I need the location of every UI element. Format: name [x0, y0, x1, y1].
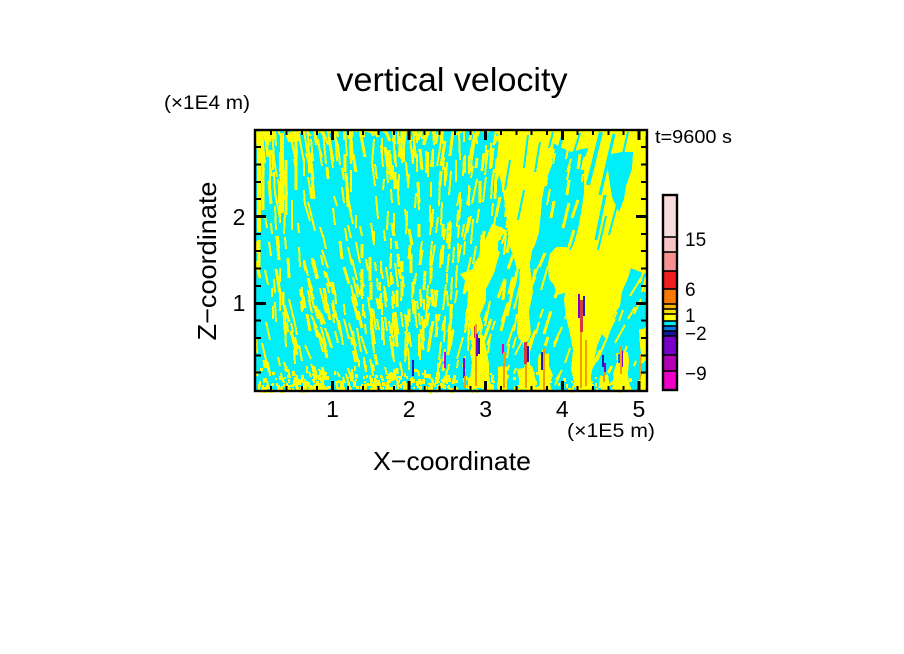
svg-text:3: 3	[479, 396, 492, 422]
svg-text:−9: −9	[685, 364, 707, 385]
svg-text:vertical velocity: vertical velocity	[337, 61, 569, 98]
svg-text:X−coordinate: X−coordinate	[373, 446, 531, 476]
svg-text:4: 4	[556, 396, 569, 422]
svg-text:t=9600 s: t=9600 s	[655, 127, 732, 147]
svg-text:15: 15	[685, 230, 706, 251]
svg-text:(×1E5 m): (×1E5 m)	[567, 421, 655, 442]
svg-text:2: 2	[403, 396, 416, 422]
svg-text:6: 6	[685, 280, 696, 301]
svg-text:1: 1	[326, 396, 339, 422]
svg-text:2: 2	[233, 204, 246, 230]
svg-text:5: 5	[633, 396, 646, 422]
svg-text:1: 1	[233, 290, 246, 316]
svg-text:Z−coordinate: Z−coordinate	[192, 182, 222, 341]
svg-text:1: 1	[685, 306, 696, 327]
svg-text:−2: −2	[685, 324, 707, 345]
svg-text:(×1E4 m): (×1E4 m)	[164, 93, 250, 114]
